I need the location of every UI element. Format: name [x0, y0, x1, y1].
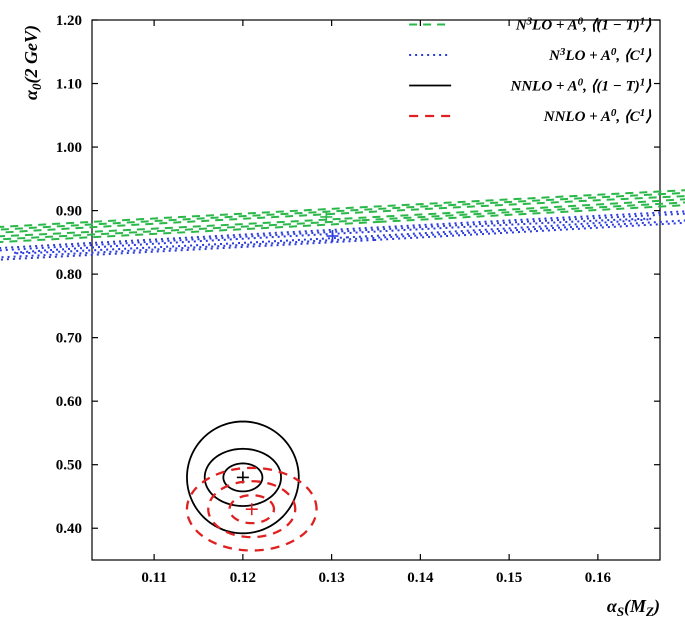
x-tick-label: 0.13 — [319, 570, 345, 586]
chart-svg: 0.11 0.12 0.13 0.14 0.15 0.16 0.40 0.50 0.60 0.70… — [0, 0, 685, 635]
y-tick-label: 0.90 — [56, 204, 82, 220]
x-tick-label: 0.16 — [585, 570, 612, 586]
y-tick-label: 0.70 — [56, 331, 82, 347]
x-tick-label: 0.14 — [407, 570, 434, 586]
x-tick-label: 0.11 — [141, 570, 166, 586]
confidence-ellipse-chart: 0.11 0.12 0.13 0.14 0.15 0.16 0.40 0.50 0.60 0.70… — [0, 0, 685, 635]
y-tick-label: 0.80 — [56, 267, 82, 283]
legend-label-nnlo_c: NNLO + A0, ⟨C1⟩ — [543, 107, 652, 125]
legend-label-n3lo_thrust: N3LO + A0, ⟨(1 − T)1⟩ — [515, 16, 651, 34]
y-tick-label: 1.20 — [56, 13, 82, 29]
x-tick-label: 0.12 — [230, 570, 256, 586]
y-axis-label: α0(2 GeV) — [21, 25, 44, 100]
y-tick-label: 1.00 — [56, 140, 82, 156]
y-tick-label: 0.50 — [56, 458, 82, 474]
x-axis-label: αS(MZ) — [607, 596, 660, 619]
plot-frame — [92, 20, 660, 560]
y-tick-label: 0.60 — [56, 394, 82, 410]
y-tick-label: 1.10 — [56, 77, 82, 93]
x-tick-label: 0.15 — [496, 570, 522, 586]
y-tick-label: 0.40 — [56, 521, 82, 537]
